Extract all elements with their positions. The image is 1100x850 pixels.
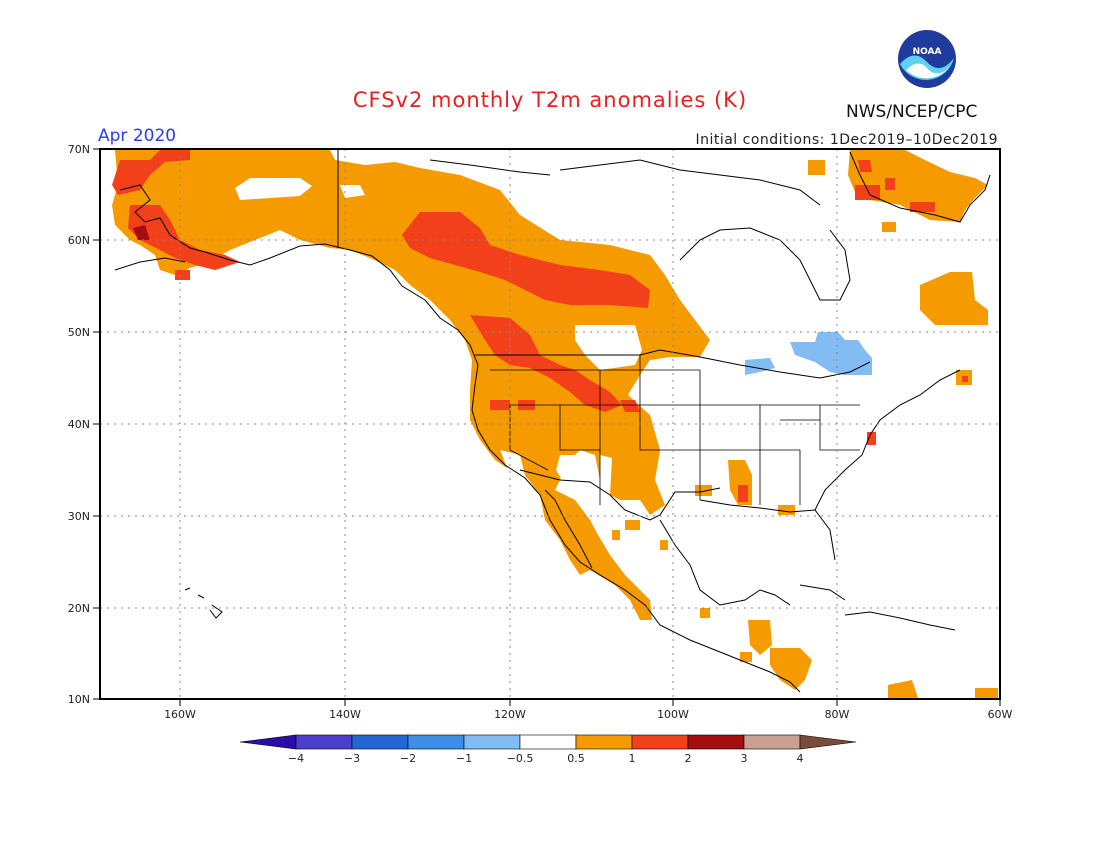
- legend-arrow-high: [799, 734, 857, 750]
- svg-text:NOAA: NOAA: [913, 47, 942, 57]
- legend-tick-label: 1: [629, 752, 636, 765]
- lat-label: 60N: [68, 234, 90, 247]
- lon-label: 160W: [164, 708, 196, 721]
- longitude-labels: 160W 140W 120W 100W 80W 60W: [164, 708, 1012, 721]
- legend-swatch: [743, 734, 801, 750]
- lat-label: 30N: [68, 510, 90, 523]
- legend-swatch: [575, 734, 633, 750]
- lat-label: 70N: [68, 143, 90, 156]
- legend-tick-label: −2: [400, 752, 416, 765]
- axis-ticks: [93, 148, 1001, 706]
- warm-anomaly-greenland: [848, 150, 988, 222]
- state-boundaries: [490, 355, 860, 505]
- agency-label: NWS/NCEP/CPC: [846, 102, 978, 122]
- legend-tick-label: 2: [685, 752, 692, 765]
- lon-label: 80W: [825, 708, 850, 721]
- coastlines: [114, 150, 991, 693]
- legend-swatch: [687, 734, 745, 750]
- lon-label: 140W: [329, 708, 361, 721]
- color-legend: −4 −3 −2 −1 −0.5 0.5 1 2 3 4: [239, 734, 857, 765]
- legend-tick-label: 3: [741, 752, 748, 765]
- legend-arrow-low: [239, 734, 297, 750]
- latitude-labels: 10N 20N 30N 40N 50N 60N 70N: [68, 143, 90, 706]
- hot-anomaly-alaska: [112, 150, 190, 195]
- lat-label: 20N: [68, 602, 90, 615]
- lon-label: 60W: [988, 708, 1013, 721]
- legend-tick-label: 4: [797, 752, 804, 765]
- hot-anomaly-canada: [402, 212, 650, 308]
- lon-label: 120W: [494, 708, 526, 721]
- graticule: [100, 149, 1000, 699]
- legend-swatch: [631, 734, 689, 750]
- legend-tick-label: −3: [344, 752, 360, 765]
- initial-conditions: Initial conditions: 1Dec2019–10Dec2019: [695, 132, 998, 148]
- legend-swatch: [351, 734, 409, 750]
- forecast-period: Apr 2020: [98, 126, 177, 146]
- warm-anomaly-west: [112, 150, 710, 620]
- legend-tick-label: −0.5: [507, 752, 534, 765]
- cool-anomaly-great-lakes: [790, 332, 872, 375]
- legend-tick-label: 0.5: [567, 752, 585, 765]
- lat-label: 40N: [68, 418, 90, 431]
- legend-tick-label: −1: [456, 752, 472, 765]
- lon-label: 100W: [657, 708, 689, 721]
- legend-swatch: [463, 734, 521, 750]
- chart-title: CFSv2 monthly T2m anomalies (K): [352, 88, 748, 112]
- lat-label: 50N: [68, 326, 90, 339]
- legend-tick-label: −4: [288, 752, 304, 765]
- noaa-logo: NOAA: [896, 28, 958, 94]
- legend-swatch: [407, 734, 465, 750]
- anomaly-field: [112, 150, 998, 698]
- lat-label: 10N: [68, 693, 90, 706]
- legend-swatch: [519, 734, 577, 750]
- legend-swatch: [295, 734, 353, 750]
